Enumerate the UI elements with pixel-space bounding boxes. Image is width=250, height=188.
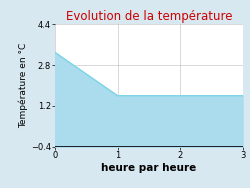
Y-axis label: Température en °C: Température en °C (18, 43, 28, 128)
X-axis label: heure par heure: heure par heure (101, 163, 196, 173)
Title: Evolution de la température: Evolution de la température (66, 10, 232, 23)
